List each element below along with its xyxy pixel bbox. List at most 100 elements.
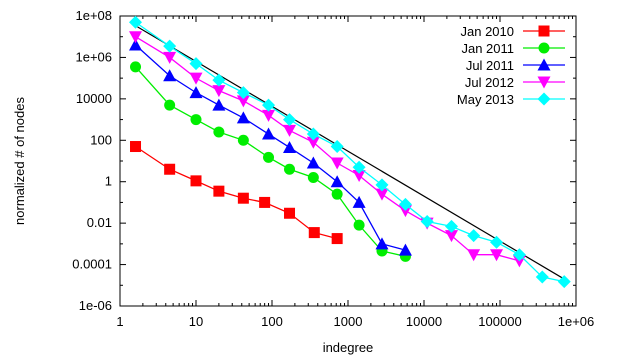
y-tick-label: 1e+08: [75, 8, 112, 23]
triangle-down-marker: [352, 169, 366, 182]
square-marker: [331, 233, 343, 245]
diamond-marker: [352, 160, 366, 174]
triangle-down-marker: [467, 249, 481, 262]
x-tick-label: 100: [261, 314, 283, 329]
triangle-up-marker: [537, 58, 551, 71]
triangle-up-marker: [189, 86, 203, 99]
x-tick-label: 100000: [478, 314, 521, 329]
legend-label: Jul 2012: [465, 75, 514, 90]
diamond-marker: [212, 73, 226, 87]
diamond-marker: [330, 140, 344, 154]
triangle-up-marker: [375, 237, 389, 250]
square-marker: [259, 196, 271, 208]
diamond-marker: [467, 229, 481, 243]
y-tick-label: 1e+06: [75, 49, 112, 64]
y-tick-label: 1e-06: [79, 298, 112, 313]
circle-marker: [263, 151, 275, 163]
diamond-marker: [535, 270, 549, 284]
circle-marker: [213, 126, 225, 138]
triangle-down-marker: [129, 31, 143, 44]
triangle-up-marker: [398, 243, 412, 256]
reference-line-group: [137, 26, 565, 280]
triangle-down-marker: [537, 76, 551, 89]
diamond-marker: [129, 15, 143, 29]
triangle-down-marker: [398, 205, 412, 218]
square-marker: [237, 192, 249, 204]
triangle-down-marker: [236, 95, 250, 108]
triangle-down-marker: [212, 85, 226, 98]
y-tick-label: 10000: [76, 91, 112, 106]
circle-marker: [284, 163, 296, 175]
diamond-marker: [236, 86, 250, 100]
series-line: [135, 44, 406, 251]
triangle-up-marker: [283, 140, 297, 153]
series-jul-2011: [129, 38, 412, 256]
series-line: [135, 36, 520, 262]
reference-line: [137, 26, 565, 280]
circle-marker: [331, 188, 343, 200]
diamond-marker: [444, 219, 458, 233]
x-tick-label: 1000: [334, 314, 363, 329]
series-may-2013: [129, 15, 571, 289]
legend-label: Jan 2010: [461, 24, 515, 39]
circle-marker: [130, 61, 142, 73]
y-tick-label: 1: [105, 174, 112, 189]
diamond-marker: [262, 98, 276, 112]
y-axis-label: normalized # of nodes: [12, 97, 27, 225]
square-marker: [190, 175, 202, 187]
diamond-marker: [163, 39, 177, 53]
diamond-marker: [375, 178, 389, 192]
series-jul-2012: [129, 31, 526, 268]
triangle-down-marker: [490, 249, 504, 262]
triangle-up-marker: [129, 38, 143, 51]
circle-marker: [307, 171, 319, 183]
diamond-marker: [189, 57, 203, 71]
triangle-up-marker: [212, 98, 226, 111]
diamond-marker: [512, 248, 526, 262]
x-axis-label: indegree: [323, 340, 374, 355]
y-tick-label: 100: [90, 132, 112, 147]
square-marker: [308, 227, 320, 239]
triangle-down-marker: [375, 188, 389, 201]
circle-marker: [164, 99, 176, 111]
triangle-down-marker: [444, 230, 458, 243]
diamond-marker: [420, 215, 434, 229]
series-jan-2011: [130, 61, 411, 262]
circle-marker: [353, 219, 365, 231]
series-line: [135, 145, 338, 240]
triangle-up-marker: [306, 156, 320, 169]
axis-ticks: 1 10 100 1000 10000 100000 1e+06 1e-06 0.0001 0.0…: [72, 8, 594, 329]
x-tick-label: 10000: [406, 314, 442, 329]
square-marker: [213, 185, 225, 197]
legend: Jan 2010 Jan 2011 Jul 2011 Jul 2012 May 2013: [457, 24, 565, 107]
square-marker: [538, 25, 550, 37]
triangle-down-marker: [262, 109, 276, 122]
legend-label: Jan 2011: [461, 41, 514, 56]
legend-label: Jul 2011: [466, 58, 514, 73]
triangle-down-marker: [163, 51, 177, 64]
circle-marker: [190, 114, 202, 126]
y-tick-label: 0.0001: [72, 257, 112, 272]
triangle-down-marker: [330, 157, 344, 170]
triangle-down-marker: [306, 136, 320, 149]
triangle-up-marker: [163, 69, 177, 82]
x-tick-label: 1: [116, 314, 123, 329]
triangle-up-marker: [330, 175, 344, 188]
circle-marker: [538, 42, 550, 54]
triangle-up-marker: [262, 127, 276, 140]
diamond-marker: [490, 235, 504, 249]
triangle-up-marker: [352, 195, 366, 208]
x-tick-label: 1e+06: [558, 314, 595, 329]
series-group: [129, 15, 571, 289]
triangle-down-marker: [283, 124, 297, 137]
square-marker: [164, 163, 176, 175]
diamond-marker: [306, 127, 320, 141]
diamond-marker: [398, 197, 412, 211]
square-marker: [284, 207, 296, 219]
y-tick-label: 0.01: [87, 215, 112, 230]
square-marker: [130, 141, 142, 153]
triangle-up-marker: [236, 111, 250, 124]
legend-label: May 2013: [457, 92, 514, 107]
circle-marker: [237, 134, 249, 146]
